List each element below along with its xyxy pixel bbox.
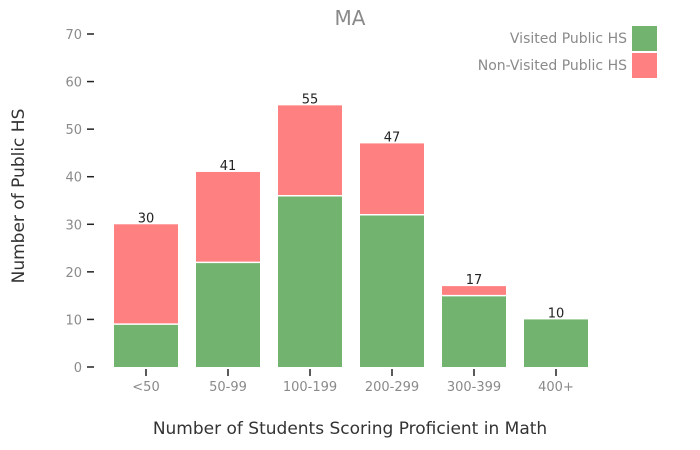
bar-total-label: 17: [466, 273, 483, 288]
data-labels: 30 41 55 47 17 10: [138, 92, 565, 321]
x-tick-label: 100-199: [283, 380, 337, 395]
bar-non-visited: [114, 224, 178, 325]
y-tick-label: 0: [74, 361, 82, 376]
bar-total-label: 41: [220, 159, 237, 174]
y-tick-label: 50: [65, 123, 82, 138]
x-axis-label: Number of Students Scoring Proficient in…: [153, 419, 547, 439]
bar-visited: [360, 214, 424, 367]
bars: [114, 105, 588, 367]
bar-total-label: 30: [138, 211, 155, 226]
x-tick-label: 200-299: [365, 380, 419, 395]
bar-total-label: 10: [548, 306, 565, 321]
y-tick-label: 10: [65, 313, 82, 328]
x-tick-label: <50: [132, 380, 159, 395]
bar-visited: [442, 295, 506, 367]
legend-swatch: [632, 26, 657, 51]
bar-visited: [278, 195, 342, 367]
bar-non-visited: [196, 171, 260, 263]
legend: Visited Public HS Non-Visited Public HS: [478, 26, 657, 78]
bar-visited: [114, 324, 178, 367]
y-tick-label: 70: [65, 28, 82, 43]
x-axis: <50 50-99 100-199 200-299 300-399 400+: [132, 369, 574, 395]
bar-non-visited: [278, 105, 342, 196]
x-tick-label: 50-99: [209, 380, 247, 395]
bar-visited: [524, 319, 588, 367]
legend-swatch: [632, 53, 657, 78]
y-tick-label: 20: [65, 266, 82, 281]
chart-title: MA: [335, 6, 366, 30]
x-tick-label: 400+: [538, 380, 574, 395]
x-tick-label: 300-399: [447, 380, 501, 395]
y-axis: 0 10 20 30 40 50 60 70: [65, 28, 94, 376]
bar-non-visited: [442, 286, 506, 296]
y-tick-label: 30: [65, 218, 82, 233]
bar-visited: [196, 262, 260, 367]
bar-total-label: 55: [302, 92, 319, 107]
y-tick-label: 60: [65, 76, 82, 91]
legend-label: Non-Visited Public HS: [478, 58, 627, 74]
bar-total-label: 47: [384, 130, 401, 145]
bar-non-visited: [360, 143, 424, 215]
y-tick-label: 40: [65, 171, 82, 186]
y-axis-label: Number of Public HS: [9, 109, 29, 284]
legend-label: Visited Public HS: [510, 31, 627, 47]
